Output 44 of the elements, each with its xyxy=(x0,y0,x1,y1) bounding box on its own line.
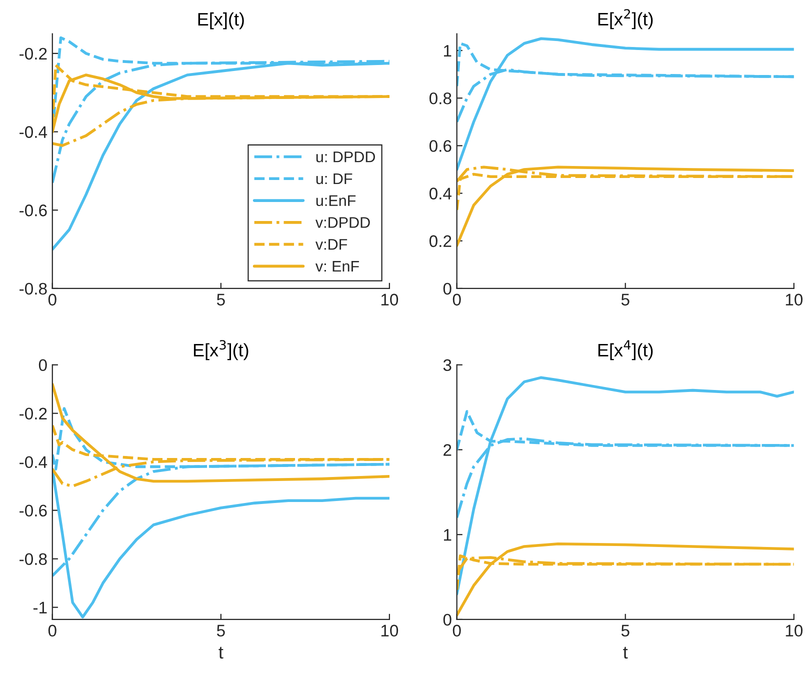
legend-label: v:DPDD xyxy=(315,217,370,228)
x-axis-title: t xyxy=(218,646,224,659)
chart-title: E[x$^{3}$](t) xyxy=(194,340,248,360)
legend-label: u: DF xyxy=(316,174,352,184)
x-tick-label: 5 xyxy=(621,294,630,306)
x-tick-label: 5 xyxy=(621,624,630,637)
legend-label: v: EnF xyxy=(315,261,359,272)
x-tick-label: 10 xyxy=(786,624,803,637)
chart-title: E[x$^{2}$](t) xyxy=(598,9,653,30)
y-tick-label: -0.4 xyxy=(20,456,48,468)
y-tick-label: -1 xyxy=(33,602,47,614)
y-tick-label: -0.4 xyxy=(20,126,48,138)
x-tick-label: 10 xyxy=(381,624,398,637)
chart-title: E[x$^{4}$](t) xyxy=(598,340,653,360)
y-tick-label: -0.2 xyxy=(20,48,47,60)
y-tick-label: 2 xyxy=(444,444,452,456)
x-tick-label: 5 xyxy=(216,294,225,306)
x-tick-label: 5 xyxy=(216,624,225,637)
legend-label: u: DPDD xyxy=(316,152,375,162)
y-tick-label: 0.4 xyxy=(429,188,452,200)
y-tick-label: 0.8 xyxy=(429,92,452,104)
x-tick-label: 0 xyxy=(452,624,461,637)
y-tick-label: 3 xyxy=(443,359,452,372)
x-tick-label: 10 xyxy=(786,294,803,306)
chart-title: E[x](t) xyxy=(198,12,244,30)
legend-label: v:DF xyxy=(315,239,348,250)
y-tick-label: 0.6 xyxy=(429,140,452,152)
x-tick-label: 0 xyxy=(48,294,56,306)
y-tick-label: 1 xyxy=(444,529,452,541)
y-tick-label: -0.6 xyxy=(20,204,47,216)
x-tick-label: 10 xyxy=(381,294,398,306)
y-tick-label: 1 xyxy=(444,45,452,57)
y-tick-label: 0.2 xyxy=(429,235,452,248)
y-tick-label: 0 xyxy=(443,614,452,626)
y-tick-label: -0.8 xyxy=(20,553,47,566)
y-tick-label: -0.6 xyxy=(20,504,47,517)
legend-label: u:EnF xyxy=(316,195,356,206)
y-tick-label: 0 xyxy=(443,282,452,295)
x-axis-title: t xyxy=(623,646,628,659)
y-tick-label: 0 xyxy=(38,359,47,372)
x-tick-label: 0 xyxy=(48,624,56,637)
y-tick-label: -0.8 xyxy=(20,282,47,295)
x-tick-label: 0 xyxy=(452,294,461,306)
y-tick-label: -0.2 xyxy=(20,408,47,420)
